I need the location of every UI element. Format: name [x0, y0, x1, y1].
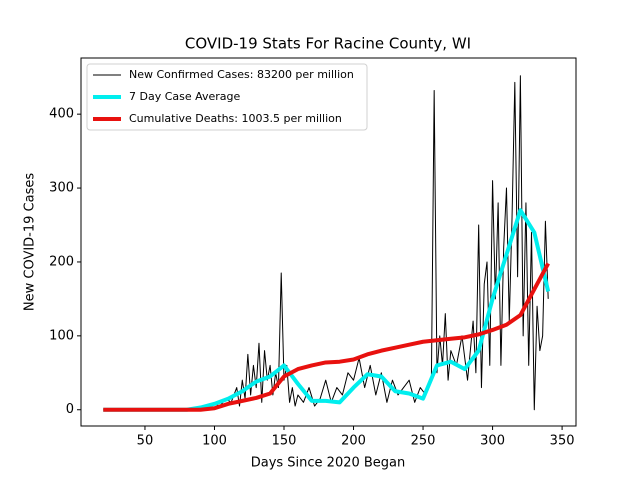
y-axis-label: New COVID-19 Cases [23, 173, 38, 311]
y-tick-label: 200 [49, 254, 74, 269]
legend-label: Cumulative Deaths: 1003.5 per million [129, 112, 342, 125]
y-tick-label: 0 [66, 402, 74, 417]
legend-box [86, 63, 368, 131]
x-tick-label: 150 [272, 434, 297, 449]
legend-label: New Confirmed Cases: 83200 per million [129, 68, 354, 81]
y-tick-label: 300 [49, 181, 74, 196]
legend-label: 7 Day Case Average [129, 90, 241, 103]
x-tick-label: 300 [480, 434, 505, 449]
x-tick-label: 100 [202, 434, 227, 449]
x-tick-label: 50 [137, 434, 154, 449]
y-tick-label: 100 [49, 328, 74, 343]
x-tick-label: 350 [550, 434, 575, 449]
x-tick-label: 250 [411, 434, 436, 449]
y-tick-label: 400 [49, 107, 74, 122]
axes-frame [80, 57, 577, 427]
x-axis-label: Days Since 2020 Began [251, 456, 406, 471]
data-line [103, 75, 549, 411]
chart-title: COVID-19 Stats For Racine County, WI [185, 35, 471, 53]
data-line [103, 262, 550, 412]
x-tick-label: 200 [341, 434, 366, 449]
